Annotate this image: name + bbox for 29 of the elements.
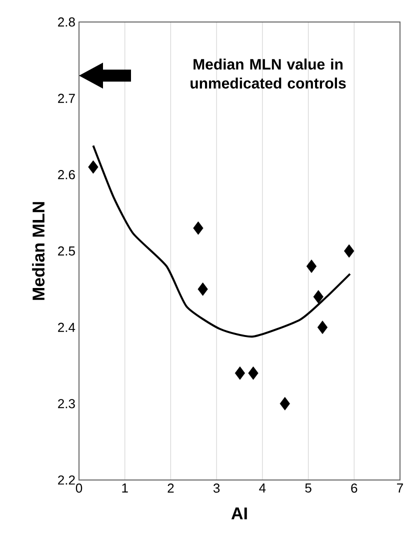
point [313, 290, 324, 304]
x-tick-label: 4 [259, 484, 266, 492]
x-tick-label: 3 [213, 484, 220, 493]
x-tick-label: 7 [397, 484, 403, 492]
annotation: Median MLN value in unmedicated controls [190, 58, 346, 89]
x-tick-label: 6 [351, 484, 358, 493]
y-tick-label: 2.5 [58, 246, 75, 256]
point [198, 282, 208, 296]
y-tick-label: 2.7 [58, 94, 75, 103]
x-tick-label: 0 [76, 484, 82, 493]
point [344, 244, 354, 258]
point [248, 366, 258, 380]
point [280, 396, 290, 410]
point [317, 320, 328, 334]
point [234, 366, 246, 380]
point [306, 260, 317, 273]
x-tick-label: 2 [168, 484, 174, 493]
x-axis-title: AI [231, 508, 247, 520]
y-tick-label: 2.4 [58, 322, 76, 332]
point [88, 160, 98, 174]
x-tick-label: 1 [122, 484, 128, 492]
line-series [92, 144, 352, 338]
y-tick-label: 2.6 [58, 170, 75, 180]
y-tick-label: 2.3 [58, 399, 75, 408]
y-tick-label: 2.2 [58, 475, 75, 485]
point [193, 221, 204, 235]
y-axis-title: Median MLN [32, 202, 45, 300]
y-tick-label: 2.8 [58, 17, 75, 27]
x-tick-label: 5 [305, 484, 312, 493]
